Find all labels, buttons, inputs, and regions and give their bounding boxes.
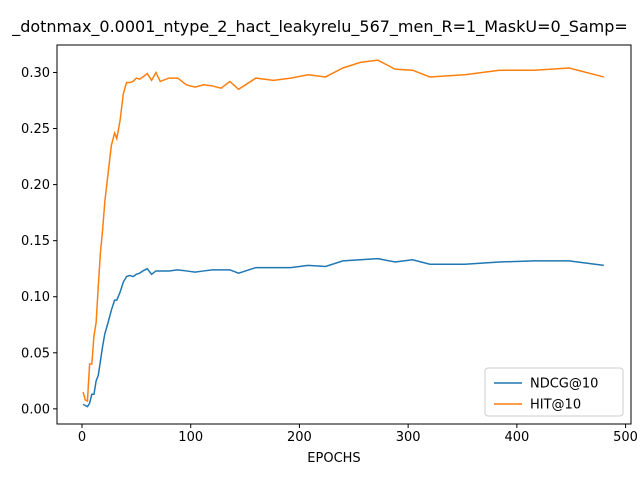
x-tick-label: 0 — [78, 430, 86, 445]
y-tick-label: 0.00 — [21, 402, 50, 417]
y-tick-label: 0.20 — [21, 178, 50, 193]
plot-frame — [56, 44, 632, 425]
legend: NDCG@10 HIT@10 — [484, 367, 624, 417]
x-tick-label: 300 — [396, 430, 421, 445]
x-tick-label: 400 — [504, 430, 529, 445]
x-axis-label: EPOCHS — [307, 451, 360, 466]
chart-title: _dotnmax_0.0001_ntype_2_hact_leakyrelu_5… — [11, 17, 628, 37]
y-tick-label: 0.10 — [21, 290, 50, 305]
legend-label: HIT@10 — [530, 398, 581, 413]
y-tick-label: 0.30 — [21, 66, 50, 81]
x-tick-label: 500 — [613, 430, 638, 445]
x-tick-label: 100 — [178, 430, 203, 445]
y-tick-label: 0.15 — [21, 234, 50, 249]
y-tick-label: 0.05 — [21, 346, 50, 361]
y-tick-label: 0.25 — [21, 122, 50, 137]
series-line-hit-10 — [82, 59, 605, 403]
legend-label: NDCG@10 — [530, 377, 598, 392]
x-tick-label: 200 — [287, 430, 312, 445]
series-line-ndcg-10 — [82, 257, 604, 408]
